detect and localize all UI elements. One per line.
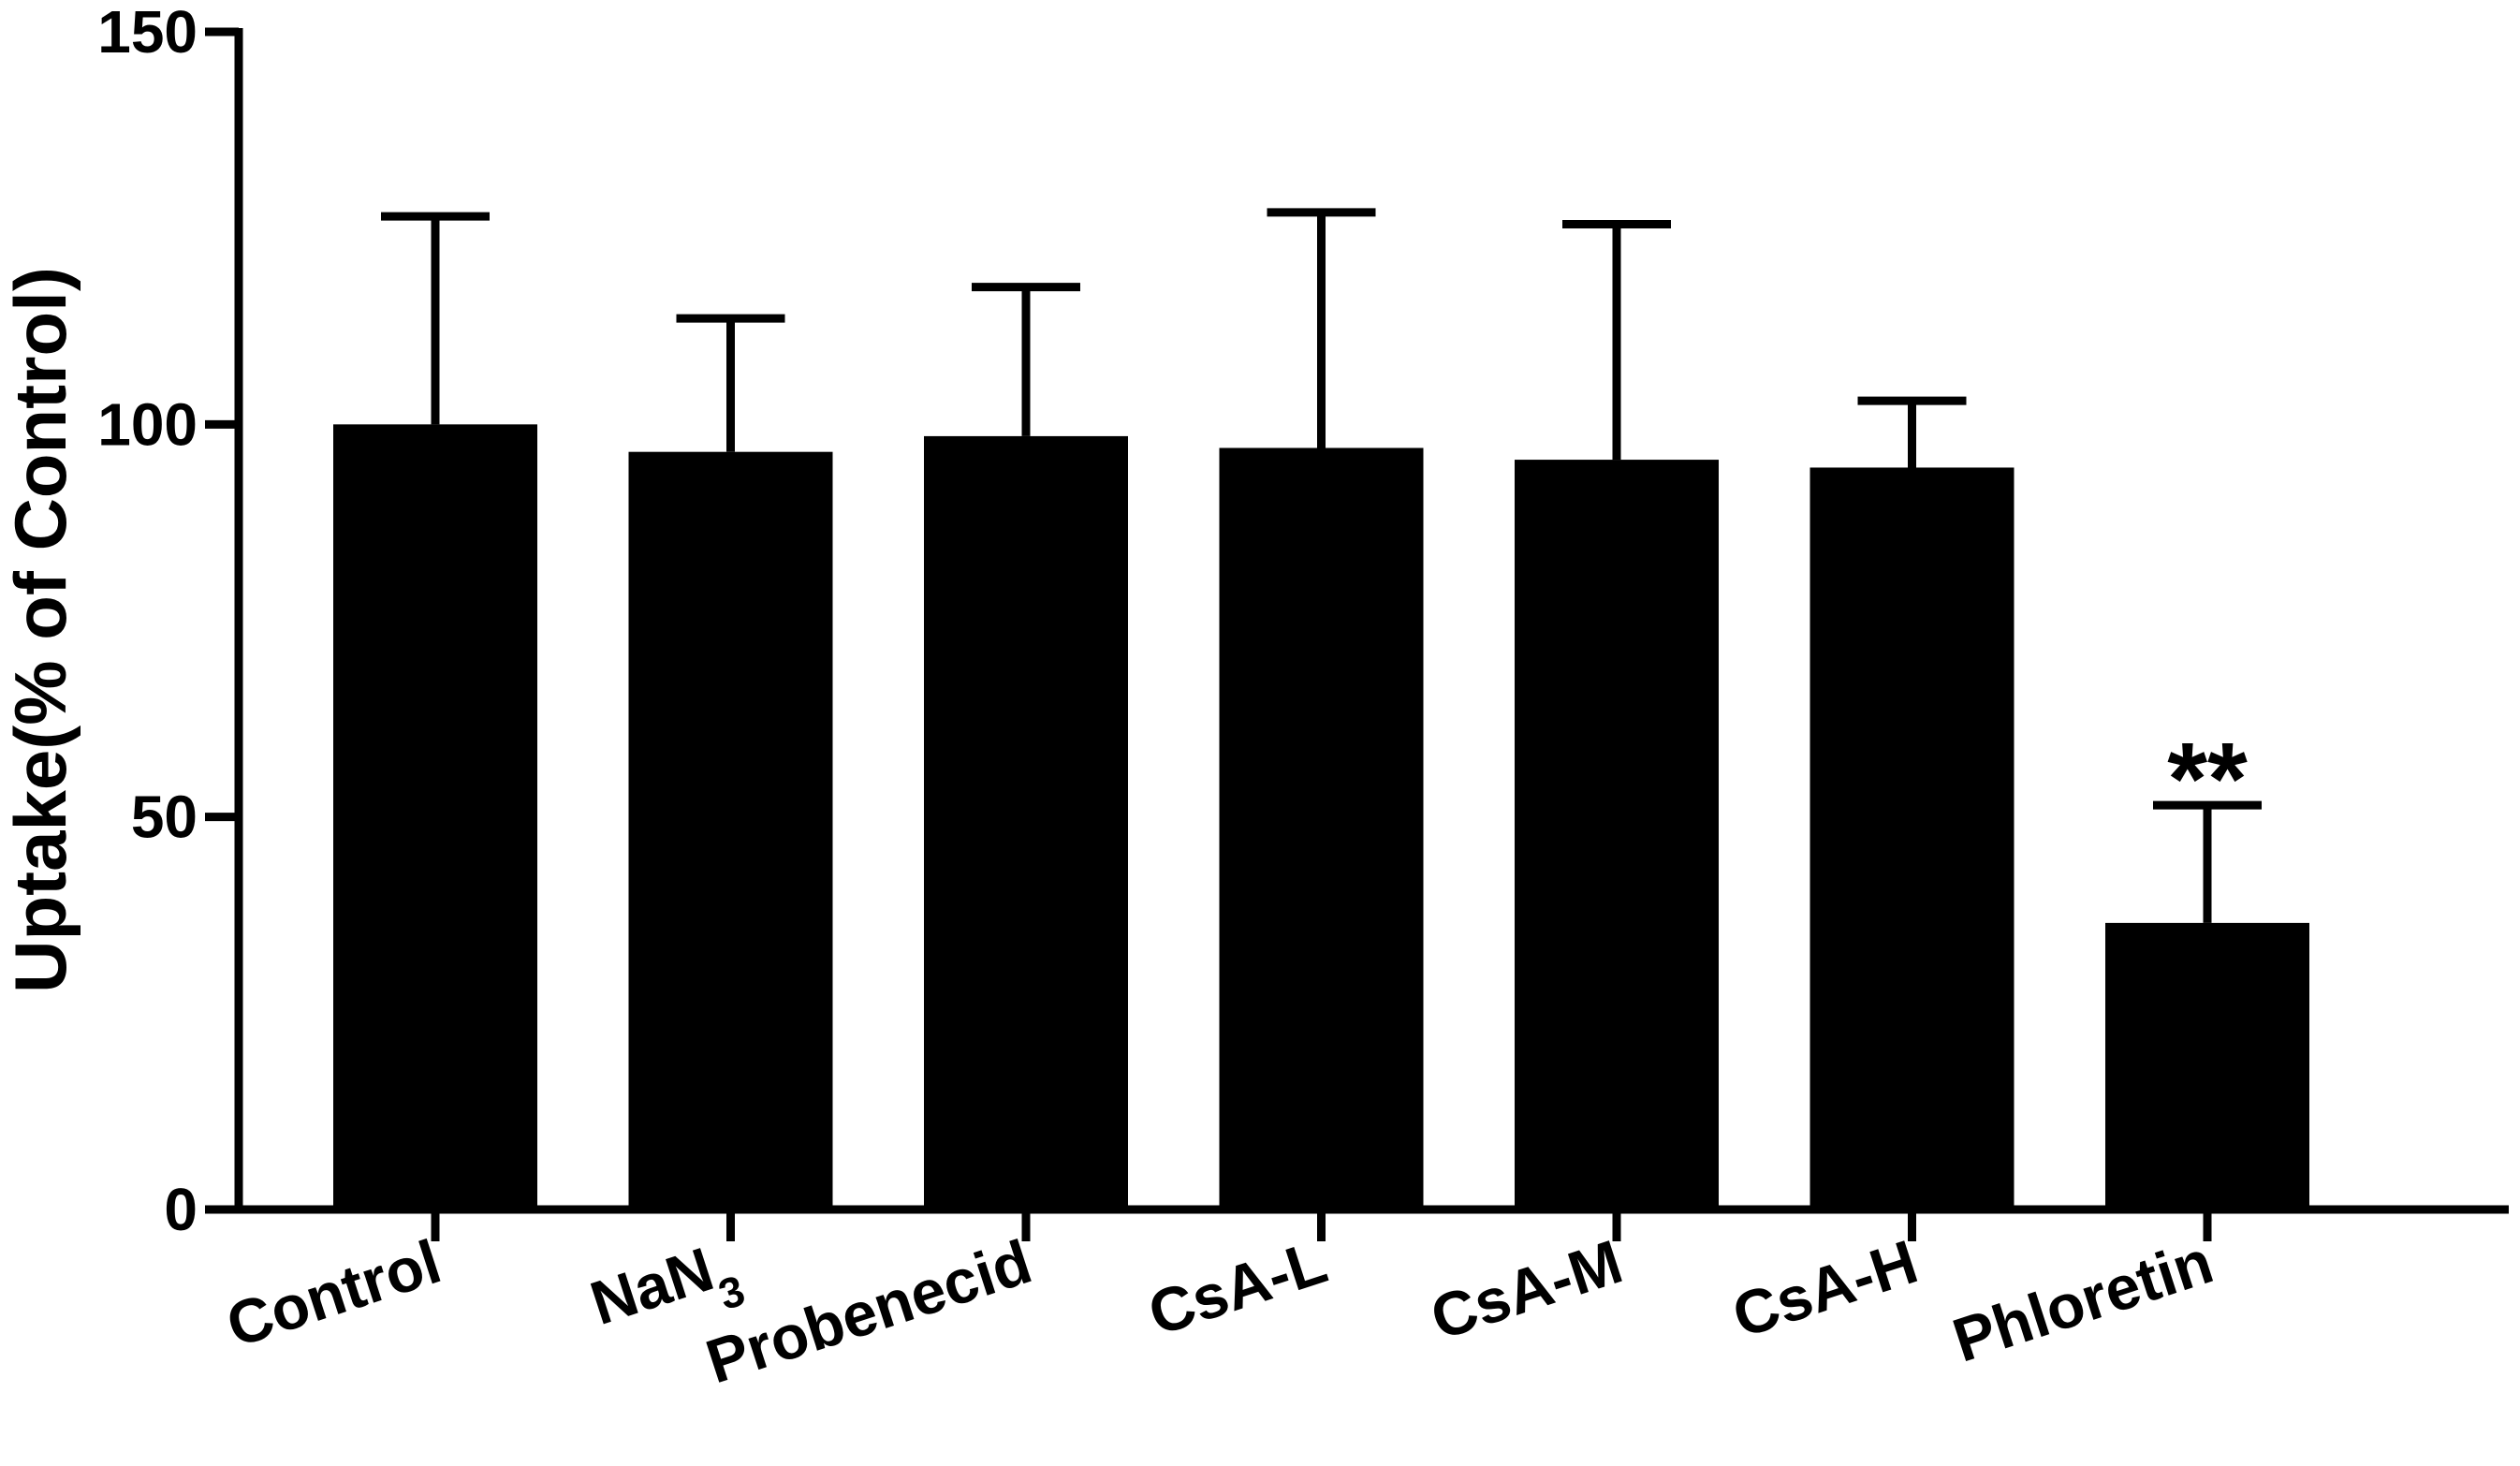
axes-layer xyxy=(205,27,2509,1241)
y-tick-label-2: 100 xyxy=(97,390,198,458)
bar-1 xyxy=(628,451,833,1210)
category-label-text: Phloretin xyxy=(1944,1226,2220,1375)
category-label-4: CsA-M xyxy=(1423,1226,1631,1353)
category-label-text: CsA-M xyxy=(1423,1226,1631,1353)
y-tick-label-1: 50 xyxy=(131,784,198,851)
significance-annotation-0: ** xyxy=(2167,722,2248,837)
category-label-text: Control xyxy=(218,1226,448,1360)
category-label-0: Control xyxy=(218,1226,448,1360)
category-label-text: CsA-L xyxy=(1140,1226,1335,1348)
category-label-5: CsA-H xyxy=(1724,1226,1926,1351)
category-label-3: CsA-L xyxy=(1140,1226,1335,1348)
error-bars-layer xyxy=(381,208,2262,923)
bar-6 xyxy=(2105,922,2309,1209)
y-tick-label-0: 0 xyxy=(164,1176,198,1243)
y-tick-label-3: 150 xyxy=(97,0,198,66)
category-label-subscript: 3 xyxy=(712,1266,750,1319)
bar-3 xyxy=(1219,447,1424,1209)
bars-layer xyxy=(333,424,2309,1210)
bar-4 xyxy=(1515,460,1719,1209)
y-axis-title: Uptake(% of Control) xyxy=(0,267,81,993)
category-label-text: CsA-H xyxy=(1724,1226,1926,1351)
category-label-6: Phloretin xyxy=(1944,1226,2220,1375)
bar-2 xyxy=(924,435,1128,1209)
bar-5 xyxy=(1809,467,2015,1210)
bar-0 xyxy=(333,424,537,1209)
category-label-text: NaN xyxy=(582,1234,721,1338)
